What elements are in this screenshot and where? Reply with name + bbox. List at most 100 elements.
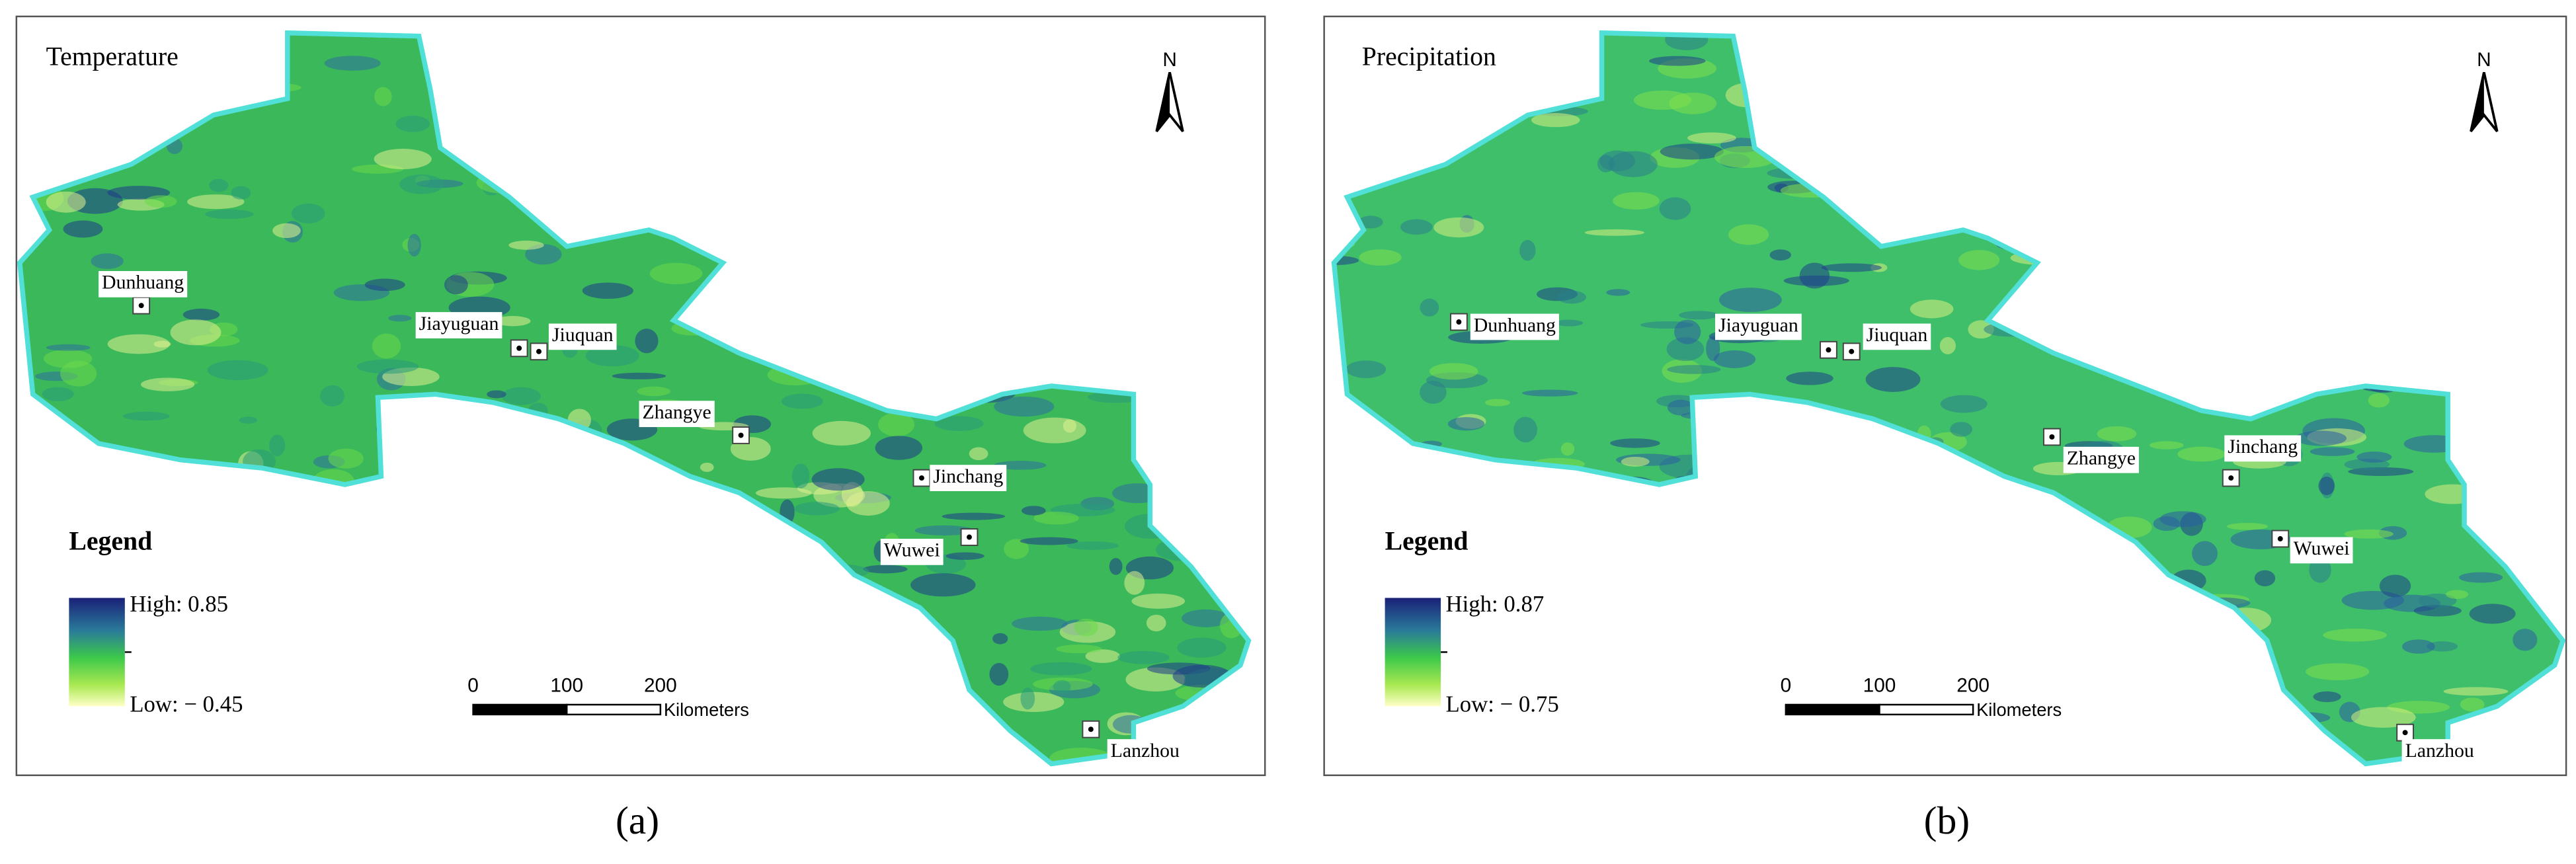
- city-marker: [1449, 313, 1468, 331]
- texture-patch: [1606, 289, 1630, 296]
- legend-high: High: 0.85: [130, 591, 228, 617]
- texture-patch: [508, 241, 544, 250]
- texture-patch: [2309, 557, 2331, 583]
- city-marker: [1820, 340, 1837, 359]
- texture-patch: [1968, 320, 1994, 339]
- texture-patch: [356, 359, 419, 374]
- texture-patch: [1020, 537, 1078, 545]
- texture-patch: [1557, 290, 1587, 304]
- legend-ramp: [1385, 598, 1441, 707]
- texture-patch: [123, 411, 170, 421]
- texture-patch: [1718, 288, 1782, 312]
- panel-title: Precipitation: [1362, 42, 1496, 71]
- city-label-bg: [1715, 313, 1802, 340]
- scale-bar-black: [472, 703, 568, 716]
- city-label-bg: [2290, 537, 2353, 564]
- texture-patch: [1519, 240, 1536, 261]
- city-label-bg: [880, 539, 944, 565]
- texture-patch: [1021, 506, 1046, 516]
- texture-patch: [1674, 319, 1701, 344]
- north-arrow-fill: [1156, 72, 1170, 132]
- texture-patch: [1769, 249, 1791, 261]
- panel: Temperature N Dunhuang Jiayuguan Jiuquan Zhan…: [15, 15, 1266, 777]
- panel: Precipitation N Dunhuang Jiayuguan Jiuquan Zh…: [1323, 15, 2567, 777]
- texture-patch: [1679, 311, 1718, 320]
- texture-patch: [1485, 399, 1510, 407]
- city-label-bg: [2224, 435, 2302, 462]
- texture-patch: [582, 282, 633, 299]
- texture-patch: [324, 56, 381, 71]
- texture-patch: [1621, 456, 1650, 467]
- texture-patch: [107, 334, 170, 354]
- texture-patch: [1610, 438, 1660, 448]
- caption: (a): [616, 799, 659, 842]
- texture-patch: [1821, 263, 1882, 272]
- city-label: Jiuquan: [552, 324, 614, 346]
- texture-patch: [231, 186, 251, 200]
- texture-patch: [1400, 219, 1433, 235]
- texture-patch: [791, 463, 810, 489]
- texture-patch: [2153, 516, 2180, 531]
- scale-bar-black: [1785, 703, 1880, 716]
- city-dot: [2049, 434, 2055, 440]
- texture-patch: [1649, 56, 1706, 66]
- texture-patch: [1531, 113, 1580, 128]
- texture-patch: [364, 278, 405, 292]
- texture-patch: [649, 262, 703, 285]
- texture-patch: [2427, 641, 2458, 652]
- texture-patch: [1033, 512, 1079, 525]
- texture-patch: [1728, 224, 1769, 245]
- texture-patch: [1447, 417, 1485, 431]
- texture-patch: [1146, 614, 1166, 632]
- texture-patch: [1030, 662, 1092, 676]
- city-label: Zhangye: [643, 401, 711, 423]
- texture-patch: [1124, 570, 1145, 595]
- texture-patch: [1584, 229, 1644, 236]
- scale-tick-label: 200: [644, 675, 677, 697]
- texture-patch: [1560, 442, 1575, 456]
- texture-patch: [1613, 192, 1660, 210]
- texture-patch: [1056, 644, 1102, 654]
- texture-patch: [60, 360, 97, 387]
- city-label-bg: [1470, 313, 1559, 340]
- texture-patch: [585, 345, 639, 367]
- city-label: Jiuquan: [1867, 324, 1928, 346]
- legend-title: Legend: [1385, 527, 1469, 556]
- north-arrow-fill: [2470, 72, 2484, 132]
- texture-patch: [635, 329, 659, 354]
- texture-patch: [612, 372, 666, 379]
- texture-patch: [1521, 389, 1578, 397]
- texture-patch: [1958, 250, 2000, 270]
- texture-patch: [2351, 707, 2416, 728]
- texture-patch: [1660, 143, 1724, 160]
- texture-patch: [187, 194, 245, 210]
- texture-patch: [1358, 216, 1383, 229]
- texture-patch: [328, 448, 364, 469]
- city-label: Lanzhou: [2405, 740, 2474, 762]
- city-dot: [918, 475, 924, 481]
- scale-tick-label: 200: [1956, 675, 1990, 697]
- texture-patch: [2310, 447, 2355, 456]
- texture-patch: [2192, 541, 2218, 567]
- texture-patch: [407, 233, 421, 257]
- texture-patch: [46, 191, 86, 213]
- texture-patch: [2446, 590, 2469, 600]
- texture-patch: [1667, 365, 1721, 374]
- texture-patch: [374, 87, 392, 106]
- texture-patch: [1359, 249, 1402, 266]
- texture-patch: [1554, 319, 1584, 327]
- texture-patch: [1609, 151, 1658, 177]
- texture-patch: [46, 344, 91, 351]
- city-label-bg: [930, 465, 1007, 491]
- texture-patch: [878, 412, 915, 437]
- scale-tick-label: 0: [467, 675, 479, 697]
- texture-patch: [812, 420, 871, 446]
- texture-patch: [374, 149, 432, 170]
- texture-patch: [992, 633, 1008, 645]
- city-dot: [738, 432, 744, 438]
- scale-bar-white: [565, 703, 662, 716]
- texture-patch: [1020, 687, 1035, 710]
- texture-patch: [637, 386, 671, 397]
- texture-patch: [399, 174, 444, 194]
